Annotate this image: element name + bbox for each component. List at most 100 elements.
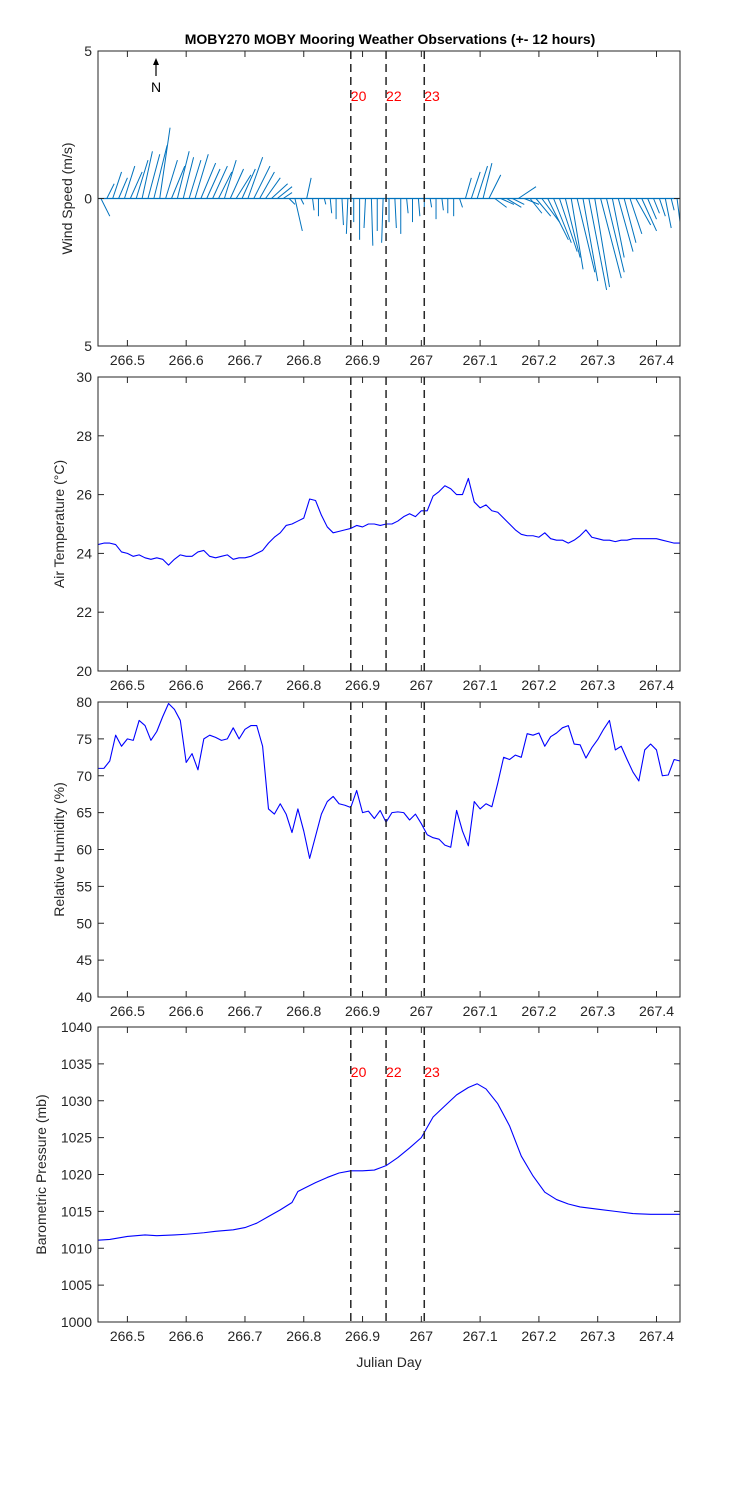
axes-frame [97,376,681,672]
x-tick-label: 267.1 [463,1328,498,1344]
wind-vector [188,160,202,199]
wind-vector [345,198,349,234]
wind-vector [363,198,366,229]
x-tick-label: 266.8 [286,1328,321,1344]
y-tick-label: 26 [76,487,92,503]
wind-vector [417,198,421,217]
x-tick-label: 267.3 [580,677,615,693]
wind-vector [553,198,572,243]
x-tick-label: 267.3 [580,1003,615,1019]
x-ticks: 266.5 266.6 266.7 266.8 266.9 267 267.1 267.2 26… [110,1027,674,1344]
wind-vector [629,198,643,235]
y-tick-label: 40 [76,989,92,1005]
wind-vector [294,198,303,232]
x-tick-label: 266.6 [169,1328,204,1344]
wind-vector [282,192,293,199]
wind-vector [341,198,344,226]
y-tick-label: 1010 [61,1240,92,1256]
y-tick-label: 1020 [61,1167,92,1183]
wind-vector [276,186,293,199]
x-tick-label: 266.6 [169,352,204,368]
x-tick-label: 266.8 [286,352,321,368]
wind-vector [129,171,143,199]
wind-vector [223,160,237,199]
barometric-pressure-series [97,1083,680,1241]
x-tick-label: 267.3 [580,1328,615,1344]
y-axis-label: Wind Speed (m/s) [59,142,75,254]
x-tick-label: 267.2 [521,1328,556,1344]
wind-vector [518,186,537,199]
wind-vector [611,198,625,258]
event-marker-label: 23 [424,1064,440,1080]
wind-vector [106,183,115,199]
y-axis-label: Air Temperature (°C) [51,460,67,588]
event-markers: 20 22 23 [350,51,440,346]
event-markers: 20 22 23 [350,1027,440,1322]
y-tick-label: 55 [76,878,92,894]
y-tick-label: 1005 [61,1277,92,1293]
wind-vector [441,198,444,211]
north-indicator: N [151,58,161,95]
wind-vector [159,127,171,199]
wind-vector [559,198,578,252]
x-tick-label: 267.1 [463,352,498,368]
x-tick-label: 266.9 [345,677,380,693]
wind-vector [594,198,611,288]
wind-vector [488,174,502,199]
y-tick-label: 1030 [61,1093,92,1109]
y-tick-label: 1000 [61,1314,92,1330]
y-tick-label: 5 [84,43,92,59]
y-tick-label: 65 [76,805,92,821]
wind-vector [512,198,525,205]
wind-vector [112,171,123,199]
wind-vector [570,198,584,270]
wind-vector [576,198,596,273]
wind-vector [241,168,256,199]
wind-vector [229,168,245,199]
event-marker-label: 23 [424,88,440,104]
wind-vector [147,154,161,199]
x-ticks: 266.5 266.6 266.7 266.8 266.9 267 267.1 267.2 26… [110,51,674,368]
x-tick-label: 267.4 [639,1328,674,1344]
x-tick-label: 266.8 [286,1003,321,1019]
wind-vector [529,198,543,214]
x-tick-label: 267.2 [521,677,556,693]
x-tick-label: 266.7 [227,352,262,368]
wind-vector [300,198,305,205]
wind-vector [524,198,540,205]
wind-vector [329,198,333,214]
x-tick-label: 266.9 [345,1003,380,1019]
wind-vector [588,198,608,291]
wind-vector [541,198,560,223]
x-tick-label: 267.4 [639,352,674,368]
panel-barometric-pressure: 20 22 23 100010051010101510201025103010351… [33,1019,681,1344]
y-tick-label: 24 [76,545,92,561]
y-tick-label: 80 [76,694,92,710]
y-tick-label: 60 [76,842,92,858]
wind-vector [247,157,264,199]
x-ticks: 266.5 266.6 266.7 266.8 266.9 267 267.1 267.2 26… [110,702,674,1019]
wind-vector [323,198,327,205]
north-label: N [151,79,161,95]
wind-vector [547,198,569,241]
y-tick-label: 1040 [61,1019,92,1035]
x-tick-label: 267.2 [521,1003,556,1019]
wind-vector [670,198,675,211]
wind-vector [641,198,657,232]
event-markers [350,702,426,997]
y-tick-label: 28 [76,428,92,444]
wind-vector [459,198,463,208]
y-axis-label: Barometric Pressure (mb) [33,1094,49,1254]
x-tick-label: 267.4 [639,677,674,693]
wind-vector [617,198,634,252]
wind-vector [494,198,507,208]
x-axis-label: Julian Day [356,1354,421,1370]
relative-humidity-series [98,702,681,859]
wind-quiver-lines [98,127,681,291]
wind-vector [535,198,552,217]
wind-vector [218,171,233,199]
wind-vector [176,151,190,199]
